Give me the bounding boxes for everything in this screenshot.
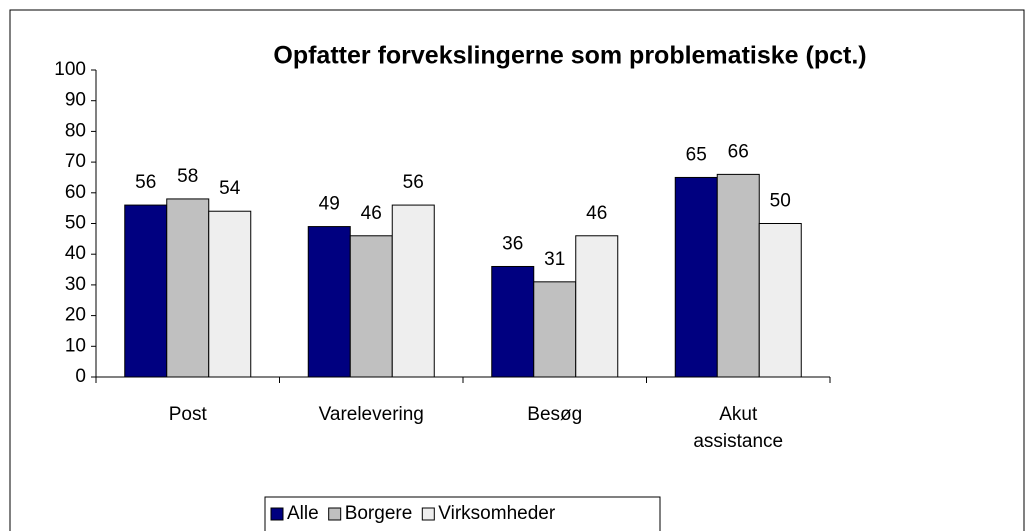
legend-label: Alle (287, 503, 319, 524)
bar (758, 223, 802, 378)
y-tick-label: 80 (65, 120, 86, 141)
legend-label: Borgere (345, 503, 413, 524)
y-tick-label: 100 (54, 59, 86, 80)
bar (166, 198, 210, 378)
bar (349, 235, 393, 378)
y-tick-label: 60 (65, 182, 86, 203)
value-label: 31 (544, 249, 565, 270)
legend-label: Virksomheder (438, 503, 556, 524)
bar (391, 204, 435, 378)
x-tick-label: Varelevering (318, 404, 424, 425)
value-label: 54 (219, 178, 241, 199)
value-label: 65 (686, 144, 707, 165)
y-tick-label: 30 (65, 274, 86, 295)
value-label: 56 (135, 172, 156, 193)
value-label: 49 (319, 194, 340, 215)
bar (208, 210, 252, 378)
y-tick-label: 50 (65, 213, 86, 234)
y-tick-label: 70 (65, 151, 86, 172)
bar (307, 226, 351, 378)
y-tick-label: 0 (75, 366, 86, 387)
value-label: 56 (403, 172, 424, 193)
value-label: 46 (361, 203, 382, 224)
legend-swatch (421, 507, 435, 521)
value-label: 58 (177, 166, 198, 187)
bar (674, 176, 718, 378)
y-tick-label: 40 (65, 243, 86, 264)
y-tick-label: 20 (65, 305, 86, 326)
x-tick-label: Besøg (527, 404, 583, 425)
value-label: 66 (728, 141, 749, 162)
chart-title: Opfatter forvekslingerne som problematis… (273, 42, 866, 70)
legend-swatch (270, 507, 284, 521)
bar (533, 281, 577, 378)
value-label: 36 (502, 233, 523, 254)
x-tick-label: Post (168, 404, 207, 425)
bar (575, 235, 619, 378)
y-tick-label: 90 (65, 90, 86, 111)
value-label: 50 (770, 191, 791, 212)
bar (491, 265, 535, 378)
bar (124, 204, 168, 378)
x-tick-label: Akut assistance (693, 404, 784, 452)
y-tick-label: 10 (65, 335, 86, 356)
value-label: 46 (586, 203, 607, 224)
bar (716, 173, 760, 378)
legend-swatch (328, 507, 342, 521)
